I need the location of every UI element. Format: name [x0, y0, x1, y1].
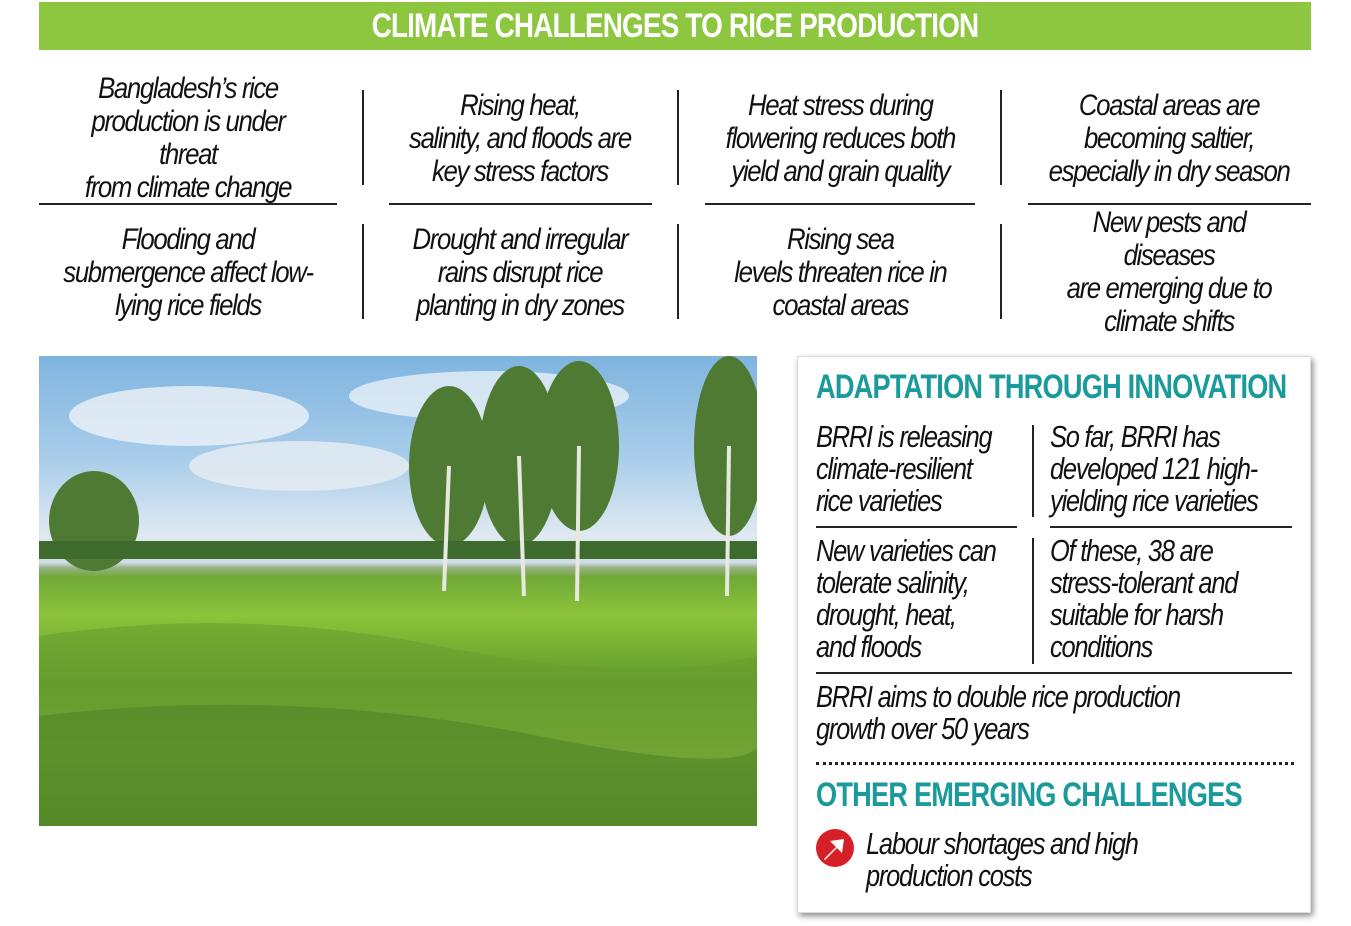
- divider: [362, 224, 364, 319]
- divider: [1032, 425, 1034, 517]
- challenge-text: Bangladesh’s rice production is under th…: [84, 72, 293, 204]
- challenge-item: Coastal areas are becoming saltier, espe…: [1025, 84, 1313, 192]
- divider: [1032, 538, 1034, 664]
- divider: [677, 224, 679, 319]
- adaptation-item: New varieties can tolerate salinity, dro…: [816, 533, 997, 664]
- rice-field-photo: [39, 356, 757, 826]
- challenge-item: Rising sea levels threaten rice in coast…: [700, 218, 980, 326]
- divider: [1000, 90, 1002, 185]
- page-title: CLIMATE CHALLENGES TO RICE PRODUCTION: [371, 6, 980, 45]
- divider: [677, 90, 679, 185]
- challenge-text: New pests and diseases are emerging due …: [1066, 206, 1273, 338]
- title-banner: CLIMATE CHALLENGES TO RICE PRODUCTION: [39, 2, 1311, 50]
- adaptation-heading: ADAPTATION THROUGH INNOVATION: [816, 368, 1287, 406]
- challenge-item: Flooding and submergence affect low- lyi…: [39, 218, 337, 326]
- challenge-item: Rising heat, salinity, and floods are ke…: [380, 84, 660, 192]
- adaptation-panel: [797, 356, 1311, 913]
- challenge-item: New pests and diseases are emerging due …: [1025, 206, 1313, 338]
- divider: [705, 203, 975, 205]
- challenge-item: Heat stress during flowering reduces bot…: [700, 84, 980, 192]
- divider: [816, 526, 1017, 528]
- other-heading: OTHER EMERGING CHALLENGES: [816, 776, 1243, 814]
- divider: [816, 672, 1292, 674]
- challenge-item: Drought and irregular rains disrupt rice…: [380, 218, 660, 326]
- adaptation-item: So far, BRRI has developed 121 high- yie…: [1050, 419, 1259, 518]
- challenge-item: Bangladesh’s rice production is under th…: [39, 72, 337, 204]
- divider: [1028, 203, 1311, 205]
- challenge-text: Flooding and submergence affect low- lyi…: [63, 222, 314, 322]
- divider: [362, 90, 364, 185]
- dotted-divider: [816, 762, 1294, 765]
- challenge-text: Coastal areas are becoming saltier, espe…: [1048, 88, 1291, 188]
- challenge-text: Rising sea levels threaten rice in coast…: [733, 222, 948, 322]
- divider: [1050, 526, 1292, 528]
- divider: [39, 203, 337, 205]
- challenge-text: Drought and irregular rains disrupt rice…: [412, 222, 629, 322]
- adaptation-summary: BRRI aims to double rice production grow…: [816, 679, 1181, 746]
- arrow-up-right-circle-icon: [816, 829, 854, 867]
- divider: [389, 203, 652, 205]
- other-challenge-item: Labour shortages and high production cos…: [866, 826, 1139, 893]
- challenge-text: Heat stress during flowering reduces bot…: [725, 88, 956, 188]
- challenge-text: Rising heat, salinity, and floods are ke…: [409, 88, 632, 188]
- adaptation-item: Of these, 38 are stress-tolerant and sui…: [1050, 533, 1238, 664]
- adaptation-item: BRRI is releasing climate-resilient rice…: [816, 419, 993, 518]
- divider: [1000, 224, 1002, 319]
